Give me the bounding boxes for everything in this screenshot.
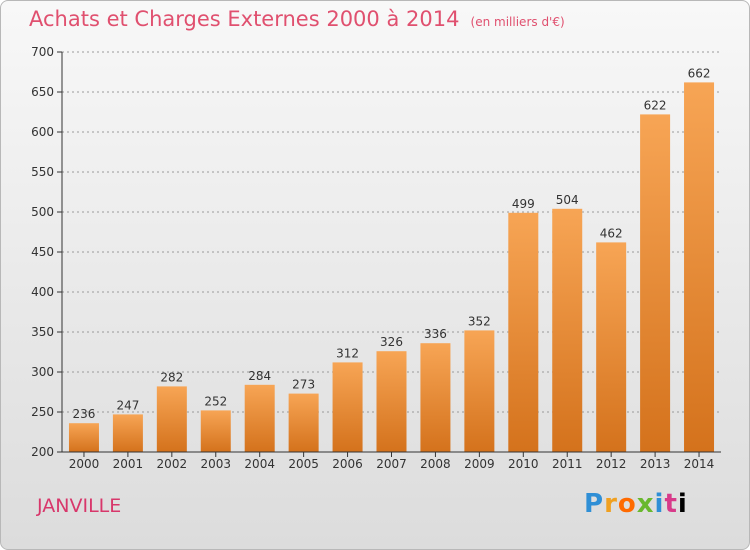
bar <box>68 423 99 452</box>
bar <box>508 212 539 452</box>
bar-value-label: 352 <box>468 314 491 328</box>
axes <box>57 51 721 457</box>
y-tick-label: 400 <box>31 285 54 299</box>
bar-value-label: 312 <box>336 346 359 360</box>
bar-value-label: 622 <box>644 98 667 112</box>
bar-value-label: 236 <box>73 407 96 421</box>
title-unit: (en milliers d'€) <box>470 15 565 29</box>
bar <box>596 242 627 452</box>
bar-value-label: 336 <box>424 327 447 341</box>
x-tick-label: 2009 <box>464 457 495 471</box>
y-tick-label: 600 <box>31 125 54 139</box>
x-tick-label: 2011 <box>552 457 583 471</box>
x-tick-label: 2005 <box>288 457 319 471</box>
bar-value-label: 284 <box>248 369 271 383</box>
bar <box>156 386 187 452</box>
x-tick-label: 2010 <box>508 457 539 471</box>
title-main: Achats et Charges Externes 2000 à 2014 <box>29 7 460 31</box>
bar <box>376 351 407 452</box>
y-tick-label: 650 <box>31 85 54 99</box>
x-tick-label: 2007 <box>376 457 407 471</box>
y-tick-label: 250 <box>31 405 54 419</box>
proxiti-logo[interactable]: Proxiti <box>584 489 688 519</box>
bar-value-label: 273 <box>292 378 315 392</box>
x-tick-label: 2004 <box>244 457 275 471</box>
x-tick-label: 2008 <box>420 457 451 471</box>
bar <box>640 114 671 453</box>
bar-value-label: 282 <box>160 370 183 384</box>
x-tick-label: 2003 <box>200 457 231 471</box>
y-tick-label: 500 <box>31 205 54 219</box>
y-tick-label: 700 <box>31 45 54 59</box>
x-tick-label: 2000 <box>69 457 100 471</box>
bar-value-label: 247 <box>116 398 139 412</box>
bar <box>288 393 319 452</box>
x-tick-label: 2001 <box>113 457 144 471</box>
labels: 200 250 300 350 400 450 500 550 600 650 700 236 2000… <box>31 45 714 471</box>
bar <box>200 410 231 452</box>
commune-name: JANVILLE <box>37 495 122 517</box>
x-tick-label: 2006 <box>332 457 363 471</box>
y-tick-label: 200 <box>31 445 54 459</box>
y-tick-label: 350 <box>31 325 54 339</box>
bar-value-label: 252 <box>204 394 227 408</box>
y-tick-label: 450 <box>31 245 54 259</box>
bars <box>68 82 715 453</box>
bar-value-label: 462 <box>600 226 623 240</box>
bar <box>552 208 583 452</box>
bar-value-label: 662 <box>688 66 711 80</box>
bar <box>112 414 143 452</box>
bar <box>464 330 495 452</box>
bar-value-label: 499 <box>512 197 535 211</box>
x-tick-label: 2014 <box>684 457 715 471</box>
bar <box>332 362 363 452</box>
y-tick-label: 550 <box>31 165 54 179</box>
bar <box>684 82 715 453</box>
x-tick-label: 2013 <box>640 457 671 471</box>
chart-title: Achats et Charges Externes 2000 à 2014 (… <box>29 7 565 31</box>
x-tick-label: 2002 <box>157 457 188 471</box>
bar <box>244 384 275 452</box>
bar-value-label: 326 <box>380 335 403 349</box>
y-tick-label: 300 <box>31 365 54 379</box>
x-tick-label: 2012 <box>596 457 627 471</box>
bar-value-label: 504 <box>556 193 579 207</box>
bar <box>420 343 451 452</box>
